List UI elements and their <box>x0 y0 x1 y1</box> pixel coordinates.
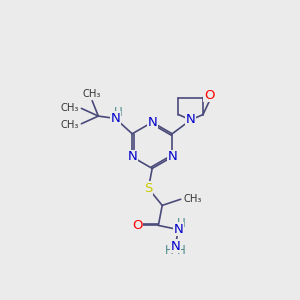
Text: N: N <box>173 223 183 236</box>
Text: CH₃: CH₃ <box>83 89 101 99</box>
Text: H: H <box>177 244 186 257</box>
Text: CH₃: CH₃ <box>61 103 79 112</box>
Text: S: S <box>144 182 152 195</box>
Text: N: N <box>170 240 180 253</box>
Text: N: N <box>167 150 177 164</box>
Text: N: N <box>110 112 120 125</box>
Text: O: O <box>204 89 214 102</box>
Text: N: N <box>147 116 157 129</box>
Text: CH₃: CH₃ <box>183 194 201 204</box>
Text: CH₃: CH₃ <box>61 119 79 130</box>
Text: H: H <box>177 217 186 230</box>
Text: H: H <box>114 106 123 119</box>
Text: N: N <box>127 150 137 164</box>
Text: O: O <box>132 219 143 232</box>
Text: H: H <box>165 244 173 257</box>
Text: N: N <box>186 113 196 126</box>
